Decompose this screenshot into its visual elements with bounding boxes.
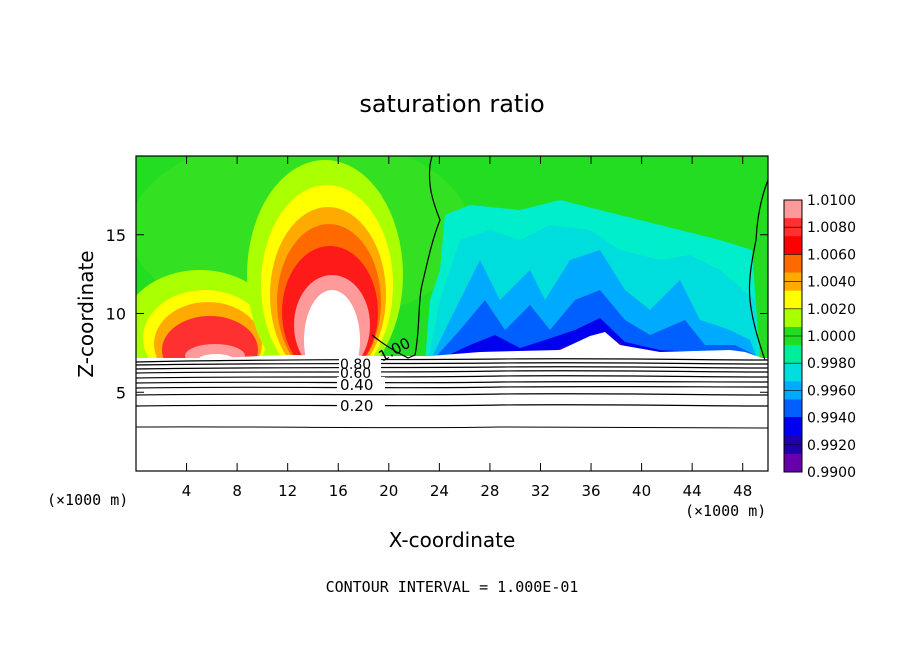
contour-0.80 bbox=[136, 366, 768, 370]
x-tick-label: 24 bbox=[430, 482, 449, 500]
x-tick-label: 20 bbox=[379, 482, 398, 500]
contour-label: 0.80 bbox=[340, 357, 371, 373]
x-tick-label: 12 bbox=[278, 482, 297, 500]
colorbar-swatch bbox=[784, 363, 802, 382]
x-tick-label: 36 bbox=[581, 482, 600, 500]
x-tick-label: 16 bbox=[329, 482, 348, 500]
colorbar-tick-label: 1.0100 bbox=[807, 193, 856, 209]
colorbar-swatch bbox=[784, 417, 802, 437]
contour-label-backgrounds bbox=[337, 358, 385, 413]
contour-label: 0.20 bbox=[340, 397, 373, 415]
colorbar-tick-label: 1.0060 bbox=[807, 247, 856, 263]
colorbar-tick-label: 0.9940 bbox=[807, 411, 856, 427]
colorbar-tick-label: 1.0020 bbox=[807, 302, 856, 318]
x-unit-label-left: (×1000 m) bbox=[47, 491, 128, 509]
colorbar-swatch bbox=[784, 308, 802, 328]
colorbar-swatch bbox=[784, 290, 802, 310]
contour-1.00-left bbox=[371, 156, 441, 359]
contour-label: 0.40 bbox=[340, 376, 373, 394]
x-tick-label: 8 bbox=[232, 482, 242, 500]
x-tick-label: 40 bbox=[632, 482, 651, 500]
colorbar-tick-label: 1.0080 bbox=[807, 220, 856, 236]
colorbar-tick-label: 0.9900 bbox=[807, 465, 856, 481]
contour-0.10 bbox=[136, 426, 768, 429]
y-tick-label: 5 bbox=[116, 383, 126, 402]
colorbar-tick-label: 0.9980 bbox=[807, 356, 856, 372]
colorbar-swatch bbox=[784, 200, 802, 219]
colorbar-tick-label: 0.9920 bbox=[807, 438, 856, 454]
contour-0.90 bbox=[136, 362, 768, 366]
x-tick-label: 28 bbox=[480, 482, 499, 500]
colorbar-swatch bbox=[784, 254, 802, 274]
colorbar-tick-label: 1.0040 bbox=[807, 275, 856, 291]
colorbar-tick-label: 0.9960 bbox=[807, 383, 856, 399]
contour-1.00-surface bbox=[136, 358, 768, 363]
y-tick-label: 15 bbox=[106, 226, 126, 245]
contour-0.20 bbox=[136, 404, 768, 407]
chart-title: saturation ratio bbox=[359, 90, 544, 118]
x-tick-label: 4 bbox=[182, 482, 192, 500]
x-unit-label-right: (×1000 m) bbox=[685, 502, 766, 520]
x-tick-label: 48 bbox=[733, 482, 752, 500]
colorbar-swatch bbox=[784, 345, 802, 364]
contour-lines bbox=[136, 156, 768, 429]
x-tick-label: 32 bbox=[531, 482, 550, 500]
contour-0.40 bbox=[136, 385, 768, 389]
colorbar: 1.0100 1.0080 1.0060 1.0040 1.0020 1.0000 0.99… bbox=[783, 193, 856, 481]
contour-label: 0.60 bbox=[340, 366, 371, 382]
x-axis: 4 8 12 16 20 24 28 32 36 40 44 48 bbox=[182, 156, 752, 500]
contour-0.30 bbox=[136, 393, 768, 396]
contour-0.50 bbox=[136, 380, 768, 384]
contour-0.60 bbox=[136, 375, 768, 379]
label-bg-0.40 bbox=[337, 377, 385, 392]
x-axis-title: X-coordinate bbox=[389, 528, 516, 552]
colorbar-swatch bbox=[784, 453, 802, 473]
heatmap-field: 0.20 0.40 0.60 0.80 1.00 bbox=[136, 156, 768, 471]
contour-0.70 bbox=[136, 370, 768, 374]
surface-region bbox=[136, 358, 768, 471]
y-axis-title: Z-coordinate bbox=[74, 250, 98, 377]
y-tick-label: 10 bbox=[106, 305, 126, 324]
label-bg-0.60 bbox=[339, 366, 381, 378]
colorbar-swatch bbox=[784, 399, 802, 419]
x-tick-label: 44 bbox=[683, 482, 702, 500]
contour-interval-footer: CONTOUR INTERVAL = 1.000E-01 bbox=[326, 578, 579, 596]
surface-edge bbox=[136, 332, 768, 365]
label-bg-0.80 bbox=[339, 358, 381, 368]
label-bg-0.20 bbox=[337, 396, 385, 413]
colorbar-tick-label: 1.0000 bbox=[807, 329, 856, 345]
y-axis: 5 10 15 bbox=[106, 226, 768, 402]
contour-1.00-right bbox=[748, 179, 768, 361]
colorbar-swatch bbox=[784, 236, 802, 255]
